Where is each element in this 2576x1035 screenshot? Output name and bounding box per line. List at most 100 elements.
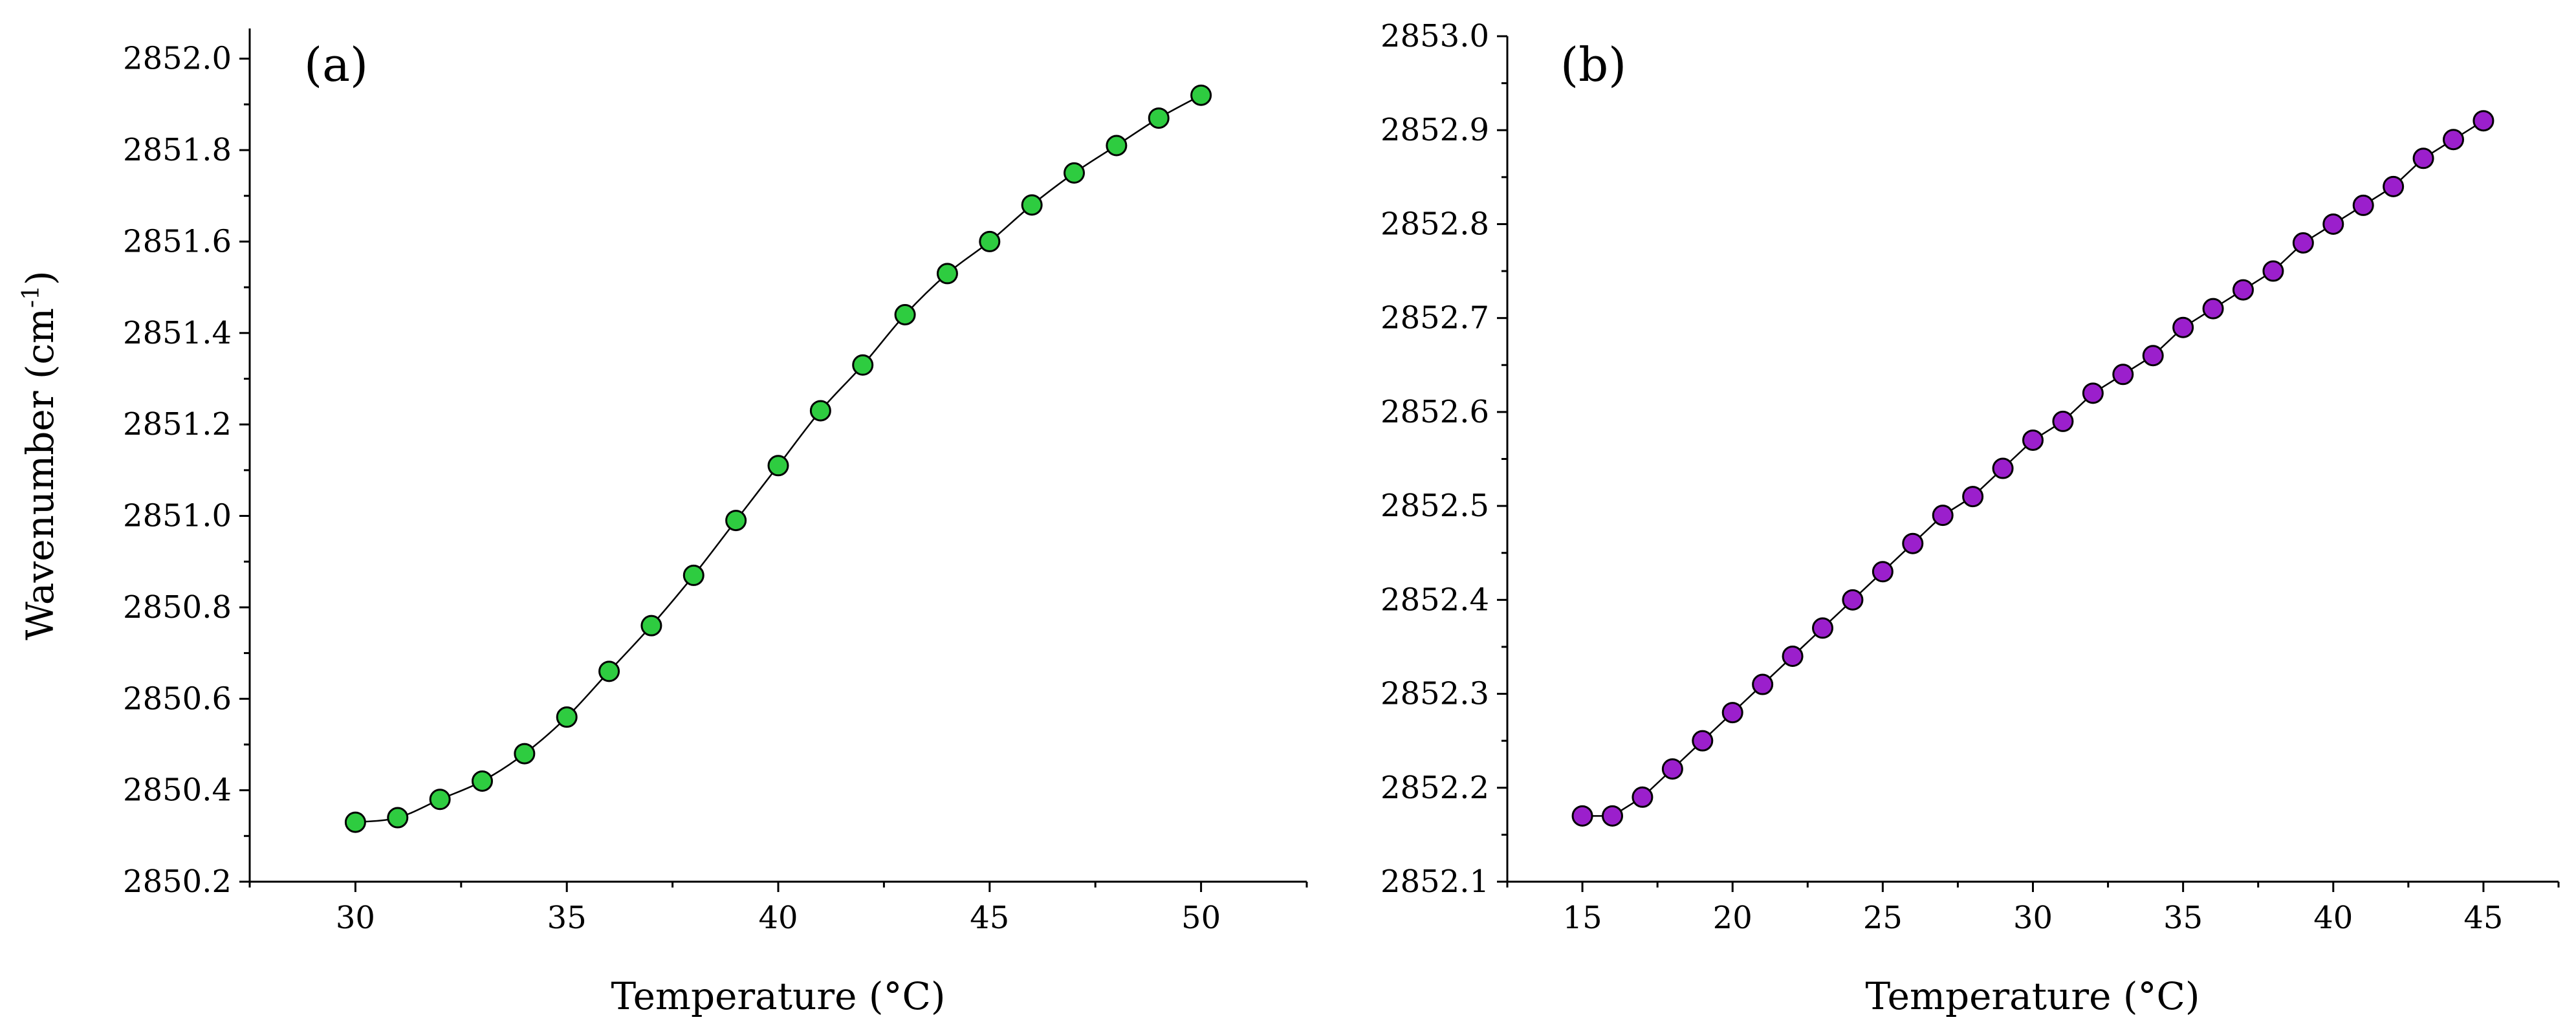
x-tick-label: 45 [970, 900, 1009, 936]
data-point [2172, 316, 2194, 338]
data-point [894, 304, 916, 326]
data-point [2202, 298, 2224, 320]
y-tick-label: 2852.9 [1381, 112, 1489, 148]
data-point [1842, 589, 1864, 611]
y-tick-label: 2850.2 [123, 864, 232, 900]
panel-a: 2850.2 2850.4 2850.6 2850.8 2851.0 2851.2 2851… [18, 28, 1308, 1018]
y-axis-title-main: Wavenumber (cm [18, 308, 62, 640]
y-tick-label: 2852.7 [1381, 300, 1489, 336]
data-point [1632, 786, 1654, 808]
x-tick-label: 30 [336, 900, 375, 936]
data-point [682, 564, 704, 586]
data-point [1721, 702, 1743, 724]
data-point [1902, 532, 1924, 554]
data-point [2142, 345, 2164, 367]
data-point [2082, 382, 2104, 404]
data-point [1661, 758, 1683, 780]
y-tick-label: 2850.4 [123, 772, 232, 809]
y-tick-label: 2851.2 [123, 406, 232, 442]
y-tick-label: 2850.8 [123, 589, 232, 626]
data-point [344, 811, 366, 833]
data-point [1190, 84, 1212, 106]
data-point [598, 660, 620, 682]
y-tick-label: 2851.8 [123, 132, 232, 168]
data-point [1932, 505, 1954, 527]
data-point [1064, 162, 1086, 184]
x-tick-label: 35 [547, 900, 587, 936]
y-tick-label: 2853.0 [1381, 18, 1489, 54]
data-point [979, 230, 1001, 252]
y-axis-title-suffix: ) [18, 270, 62, 285]
data-point [2443, 129, 2464, 151]
data-point [2262, 260, 2284, 282]
data-point [640, 615, 662, 637]
y-tick-label: 2852.6 [1381, 394, 1489, 430]
x-tick-label: 30 [2013, 900, 2053, 936]
panel-b-points [1571, 110, 2494, 827]
y-tick-label: 2851.4 [123, 315, 232, 351]
y-tick-label: 2852.5 [1381, 488, 1489, 524]
data-point [1782, 645, 1804, 667]
data-point [1962, 486, 1984, 508]
x-tick-label: 20 [1713, 900, 1752, 936]
panel-b-label: (b) [1560, 38, 1626, 92]
data-point [514, 743, 536, 765]
y-axis-title-superscript: -1 [18, 285, 45, 308]
panel-a-label: (a) [304, 38, 368, 92]
panel-a-y-ticks: 2850.2 2850.4 2850.6 2850.8 2851.0 2851.2 2851… [123, 41, 250, 900]
data-point [1148, 107, 1170, 129]
data-point [1571, 805, 1593, 827]
x-tick-label: 15 [1563, 900, 1602, 936]
data-point [1602, 805, 1623, 827]
data-point [2383, 175, 2405, 197]
data-point [2022, 429, 2044, 451]
data-point [1692, 730, 1714, 752]
panel-b-x-ticks: 15 20 25 30 35 40 45 [1506, 882, 2560, 936]
panel-b-x-axis-title: Temperature (°C) [1865, 974, 2199, 1018]
data-point [1992, 457, 2014, 479]
x-tick-label: 50 [1181, 900, 1221, 936]
data-point [2232, 279, 2254, 301]
panel-b: 2852.1 2852.2 2852.3 2852.4 2852.5 2852.6 2852… [1381, 18, 2560, 1018]
data-point [471, 770, 493, 792]
y-tick-label: 2850.6 [123, 681, 232, 717]
data-point [429, 789, 451, 811]
data-point [387, 807, 409, 829]
data-point [936, 263, 958, 285]
data-point [809, 400, 831, 422]
panel-a-y-axis-title: Wavenumber (cm-1) [18, 270, 62, 640]
data-point [2412, 147, 2434, 169]
panel-b-y-ticks: 2852.1 2852.2 2852.3 2852.4 2852.5 2852.6 2852… [1381, 18, 1507, 900]
data-point [1752, 673, 1774, 695]
panel-a-points [344, 84, 1212, 833]
y-tick-label: 2852.2 [1381, 770, 1489, 806]
data-point [2322, 213, 2344, 235]
y-tick-label: 2851.6 [123, 223, 232, 259]
x-tick-label: 40 [758, 900, 798, 936]
panel-a-x-axis-title: Temperature (°C) [611, 974, 945, 1018]
data-point [1812, 617, 1833, 639]
x-tick-label: 45 [2463, 900, 2503, 936]
data-point [1872, 561, 1894, 583]
data-point [725, 510, 747, 532]
data-point [767, 455, 789, 477]
data-point [2052, 410, 2074, 432]
data-point [556, 706, 578, 728]
y-tick-label: 2852.0 [123, 41, 232, 77]
y-tick-label: 2852.4 [1381, 582, 1489, 618]
y-tick-label: 2852.3 [1381, 676, 1489, 712]
x-tick-label: 25 [1863, 900, 1903, 936]
data-point [2292, 232, 2314, 254]
panel-a-x-ticks: 30 35 40 45 50 [248, 882, 1308, 936]
data-point [2112, 364, 2134, 386]
x-tick-label: 35 [2163, 900, 2203, 936]
data-point [2352, 194, 2374, 216]
data-point [852, 354, 874, 376]
data-point [1106, 135, 1128, 157]
x-tick-label: 40 [2313, 900, 2353, 936]
panel-b-series-line [1582, 120, 2484, 817]
data-point [2472, 110, 2494, 132]
data-point [1021, 194, 1043, 216]
y-tick-label: 2852.1 [1381, 864, 1489, 900]
